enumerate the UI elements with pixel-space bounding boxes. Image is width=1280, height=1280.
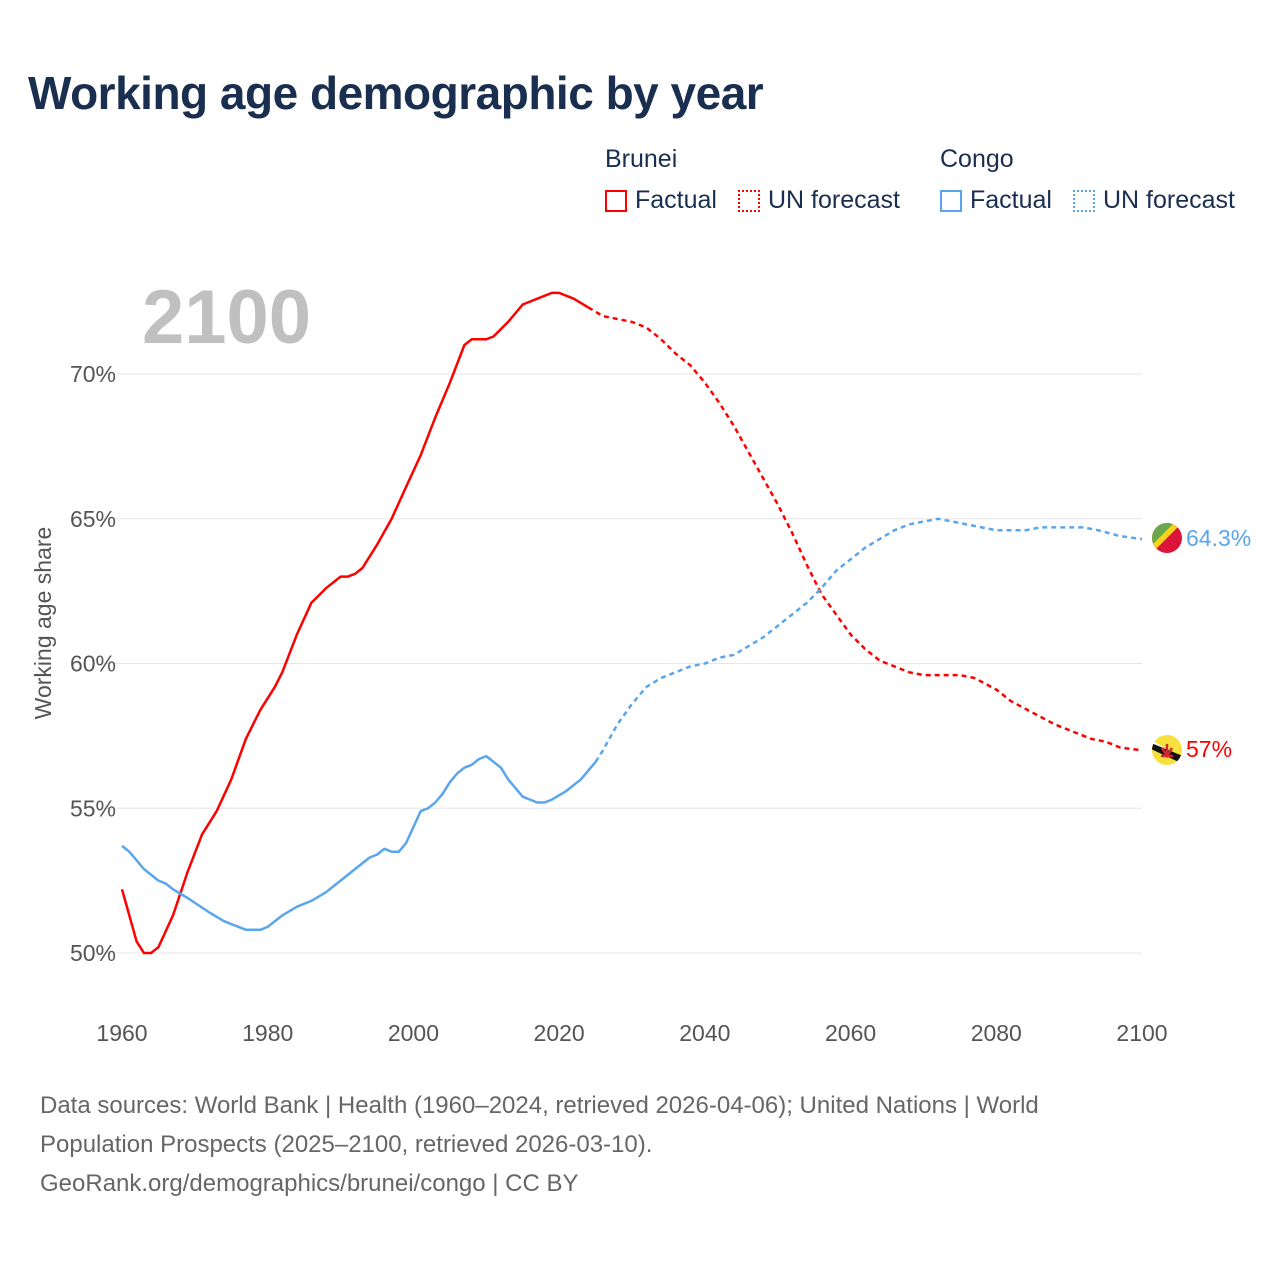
legend-label: UN forecast	[768, 186, 900, 214]
brunei-flag-icon	[1152, 735, 1182, 765]
legend-swatch-dotted	[1073, 189, 1095, 212]
x-tick-label: 1980	[242, 1020, 293, 1046]
gridlines	[100, 373, 1142, 954]
chart-title: Working age demographic by year	[28, 67, 764, 119]
congo-end-label: 64.3%	[1186, 525, 1251, 551]
brunei-end-label: 57%	[1186, 736, 1232, 762]
current-year-label: 2100	[142, 275, 311, 360]
x-tick-label: 2100	[1116, 1020, 1167, 1046]
x-tick-label: 2020	[534, 1020, 585, 1046]
x-tick-label: 2000	[388, 1020, 439, 1046]
legend-label: Factual	[635, 186, 717, 214]
footer-line: Population Prospects (2025–2100, retriev…	[40, 1131, 653, 1158]
footer-source: Data sources: World Bank | Health (1960–…	[40, 1086, 1160, 1203]
footer-line[interactable]: GeoRank.org/demographics/brunei/congo | …	[40, 1170, 579, 1197]
legend-brunei-factual[interactable]: Factual	[605, 186, 717, 215]
x-tick-label: 2040	[679, 1020, 730, 1046]
y-tick-label: 70%	[70, 361, 116, 387]
x-tick-label: 2060	[825, 1020, 876, 1046]
legend-label: Factual	[970, 186, 1052, 214]
congo-forecast-line	[594, 517, 1143, 763]
brunei-factual-line	[120, 291, 589, 955]
legend-swatch-dotted	[738, 189, 760, 212]
y-axis-label: Working age share	[30, 527, 56, 720]
x-axis-ticks: 1960 1980 2000 2020 2040 2060 2080 2100	[96, 1020, 1167, 1046]
legend-congo-forecast[interactable]: UN forecast	[1073, 186, 1235, 215]
y-tick-label: 65%	[70, 506, 116, 532]
y-tick-label: 55%	[70, 795, 116, 821]
x-tick-label: 1960	[96, 1020, 147, 1046]
legend-brunei-forecast[interactable]: UN forecast	[738, 186, 900, 215]
legend-congo-factual[interactable]: Factual	[940, 186, 1052, 215]
y-tick-label: 50%	[70, 940, 116, 966]
legend-label: UN forecast	[1103, 186, 1235, 214]
series-lines	[120, 291, 1143, 955]
legend-group-congo: Congo	[940, 145, 1014, 173]
legend-swatch-solid	[605, 189, 627, 212]
brunei-forecast-line	[587, 306, 1143, 752]
congo-factual-line	[121, 754, 597, 932]
y-axis-ticks: 50% 55% 60% 65% 70%	[70, 361, 116, 966]
congo-flag-icon	[1152, 523, 1182, 553]
y-tick-label: 60%	[70, 651, 116, 677]
x-tick-label: 2080	[971, 1020, 1022, 1046]
legend-group-brunei: Brunei	[605, 145, 678, 173]
legend-swatch-solid	[940, 189, 962, 212]
footer-line: Data sources: World Bank | Health (1960–…	[40, 1092, 1039, 1119]
